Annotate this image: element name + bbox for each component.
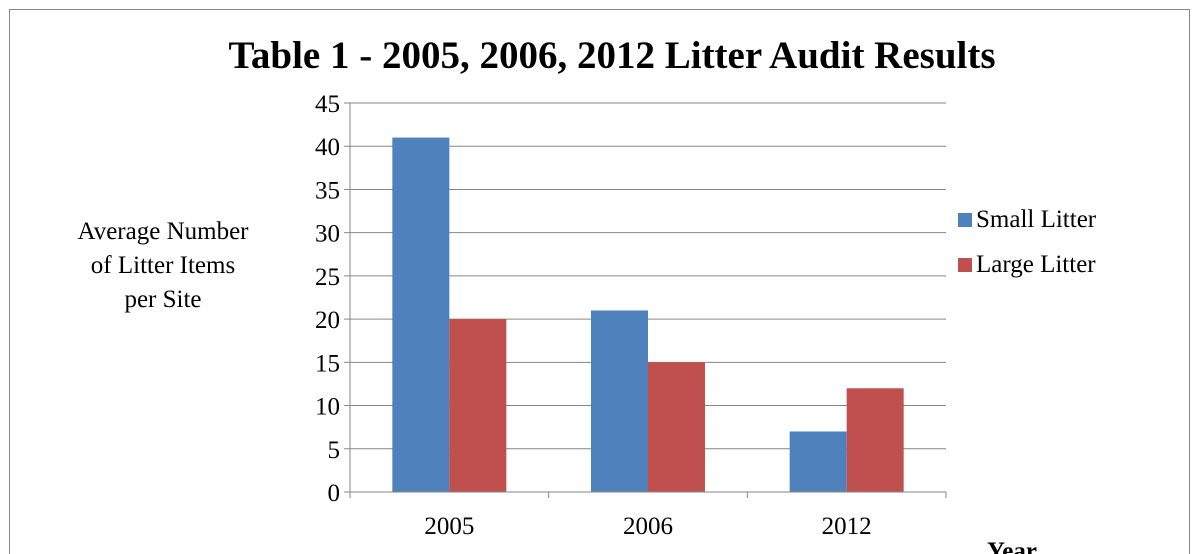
y-axis-label-line: per Site (124, 286, 201, 313)
legend-label: Large Litter (976, 251, 1096, 278)
y-tick-label: 10 (315, 394, 340, 421)
axes (349, 103, 946, 493)
chart-title: Table 1 - 2005, 2006, 2012 Litter Audit … (228, 34, 995, 77)
y-tick-label: 40 (315, 134, 340, 161)
y-tick-label: 20 (315, 307, 340, 334)
y-tick-label: 0 (328, 480, 341, 507)
bars (392, 137, 904, 493)
y-tick-label: 45 (315, 91, 340, 118)
bar-large-litter-2012 (846, 388, 904, 492)
y-axis-label: Average Number of Litter Items per Site (78, 218, 250, 313)
legend-swatch (958, 213, 972, 227)
x-tick-label: 2005 (424, 513, 474, 540)
bar-small-litter-2005 (392, 137, 450, 493)
x-axis-ticks: 2005 2006 2012 (349, 492, 947, 540)
y-tick-label: 30 (315, 221, 340, 248)
bar-small-litter-2012 (789, 431, 847, 492)
chart-frame (9, 9, 1190, 554)
y-axis-label-line: Average Number (78, 218, 250, 245)
legend-label: Small Litter (976, 206, 1097, 233)
y-tick-label: 35 (315, 177, 340, 204)
legend-swatch (958, 258, 972, 272)
y-tick-label: 5 (328, 437, 341, 464)
x-tick-label: 2006 (623, 513, 673, 540)
x-axis-label: Year (987, 538, 1037, 554)
y-axis-label-line: of Litter Items (91, 252, 235, 279)
x-tick-label: 2012 (822, 513, 872, 540)
bar-large-litter-2005 (449, 319, 507, 492)
y-axis-ticks: 0 5 10 15 20 25 30 35 40 45 (315, 91, 350, 507)
y-tick-label: 15 (315, 350, 340, 377)
y-tick-label: 25 (315, 264, 340, 291)
bar-small-litter-2006 (591, 310, 648, 492)
legend: Small Litter Large Litter (958, 206, 1097, 278)
bar-large-litter-2006 (648, 362, 705, 492)
